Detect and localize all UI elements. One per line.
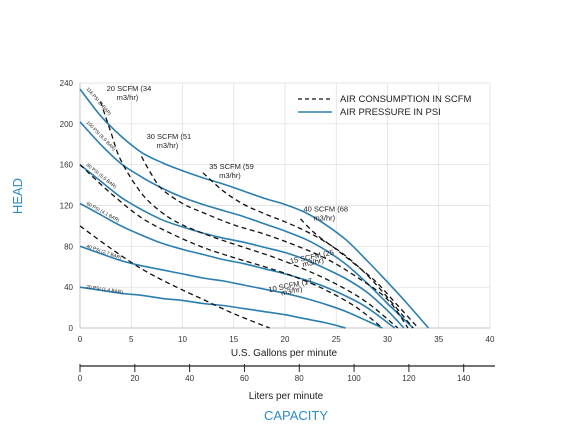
- pressure-curve-2: [79, 164, 405, 329]
- pressure-label-3: 60 PSI (4.1 BAR): [85, 201, 121, 224]
- consumption-label-3-line2: m3/hr): [157, 141, 179, 150]
- secondary-x-tick-label: 0: [78, 374, 83, 383]
- y-tick-label: 80: [64, 242, 73, 251]
- secondary-x-tick-label: 60: [240, 374, 249, 383]
- pressure-curve-0: [79, 88, 430, 329]
- x-tick-label: 20: [281, 335, 290, 344]
- pressure-label-2: 80 PSI (5.5 BAR): [85, 163, 118, 191]
- x-tick-label: 40: [486, 335, 495, 344]
- secondary-x-tick-label: 80: [295, 374, 304, 383]
- x-tick-label: 25: [332, 335, 341, 344]
- axes: 0 40 80 120 160 200 240 0 5 10 15 20 25 30 35 40 0 20 40 60…: [60, 79, 495, 383]
- x-tick-label: 35: [434, 335, 443, 344]
- y-axis-title: HEAD: [10, 178, 25, 214]
- x-tick-label: 15: [229, 335, 238, 344]
- x-tick-label: 10: [178, 335, 187, 344]
- y-tick-label: 160: [60, 161, 74, 170]
- consumption-curve-4: [202, 172, 414, 329]
- x-tick-label: 30: [383, 335, 392, 344]
- x-axis-title: U.S. Gallons per minute: [231, 348, 338, 359]
- pressure-curve-4: [79, 245, 383, 329]
- consumption-label-4-line1: 35 SCFM (59: [209, 162, 254, 171]
- y-tick-label: 40: [64, 283, 73, 292]
- pressure-curve-3: [79, 202, 396, 329]
- y-tick-label: 240: [60, 79, 74, 88]
- x-tick-label: 0: [78, 335, 83, 344]
- consumption-label-2-line2: m3/hr): [117, 93, 139, 102]
- y-tick-label: 0: [69, 324, 74, 333]
- y-tick-label: 200: [60, 120, 74, 129]
- consumption-curve-2: [99, 101, 399, 329]
- pressure-curves: [79, 88, 430, 329]
- consumption-curve-3: [140, 156, 409, 329]
- consumption-label-4-line2: m3/hr): [219, 171, 241, 180]
- consumption-label-2-line1: 20 SCFM (34: [107, 84, 152, 93]
- secondary-x-tick-label: 40: [185, 374, 194, 383]
- secondary-x-tick-label: 140: [457, 374, 471, 383]
- pressure-label-5: 20 PSI (1.4 BAR): [86, 284, 124, 295]
- consumption-label-5-line1: 40 SCFM (68: [303, 205, 348, 214]
- legend-label-pressure: AIR PRESSURE IN PSI: [340, 107, 441, 118]
- curve-labels: 116 PSI (8 BAR)100 PSI (6.9 BAR)80 PSI (…: [85, 84, 348, 297]
- secondary-x-tick-label: 120: [402, 374, 416, 383]
- capacity-title: CAPACITY: [264, 408, 328, 423]
- secondary-x-tick-label: 20: [130, 374, 139, 383]
- y-tick-label: 120: [60, 202, 74, 211]
- consumption-label-3-line1: 30 SCFM (51: [147, 132, 192, 141]
- legend: AIR CONSUMPTION IN SCFM AIR PRESSURE IN …: [298, 94, 472, 118]
- consumption-label-0-line2: m3/hr): [280, 284, 304, 297]
- secondary-x-axis-title: Liters per minute: [249, 391, 324, 402]
- consumption-curve-5: [299, 218, 419, 329]
- legend-label-consumption: AIR CONSUMPTION IN SCFM: [340, 94, 472, 105]
- consumption-label-5-line2: m3/hr): [313, 214, 335, 223]
- consumption-curves: [79, 101, 419, 329]
- secondary-x-tick-label: 100: [347, 374, 361, 383]
- grid: [79, 82, 491, 329]
- consumption-curve-1: [79, 164, 383, 329]
- consumption-curve-0: [79, 225, 270, 329]
- x-tick-label: 5: [129, 335, 134, 344]
- pressure-curve-1: [79, 121, 414, 329]
